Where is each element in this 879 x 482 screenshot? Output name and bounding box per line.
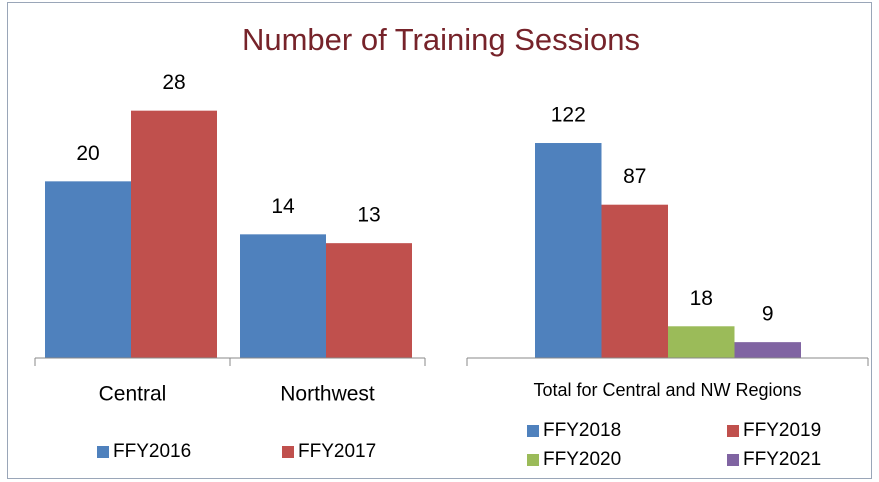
legend-swatch — [97, 446, 109, 458]
bar — [601, 204, 668, 358]
data-label: 13 — [357, 204, 380, 227]
bar — [326, 243, 412, 358]
legend-label: FFY2016 — [113, 441, 191, 462]
data-label: 122 — [551, 104, 586, 127]
legend-label: FFY2018 — [543, 420, 621, 441]
legend-swatch — [727, 454, 739, 466]
bar — [668, 326, 735, 358]
legend-label: FFY2019 — [743, 420, 821, 441]
legend-swatch — [527, 425, 539, 437]
legend-swatch — [727, 425, 739, 437]
bar — [535, 143, 602, 358]
frame — [7, 2, 872, 479]
x-tick-label: Central — [99, 383, 167, 406]
chart-title: Number of Training Sessions — [242, 22, 640, 57]
data-label: 87 — [623, 165, 646, 188]
x-tick-label: Total for Central and NW Regions — [533, 380, 801, 400]
bar — [734, 342, 801, 358]
x-tick-label: Northwest — [280, 383, 375, 406]
bar — [240, 234, 326, 358]
data-label: 14 — [271, 195, 295, 218]
data-label: 20 — [76, 142, 99, 165]
legend-swatch — [527, 454, 539, 466]
legend-label: FFY2017 — [298, 441, 376, 462]
bar — [45, 181, 131, 358]
bar — [131, 110, 217, 359]
legend-swatch — [282, 446, 294, 458]
legend-label: FFY2020 — [543, 449, 621, 470]
legend-label: FFY2021 — [743, 449, 821, 470]
data-label: 28 — [162, 71, 185, 94]
data-label: 9 — [762, 303, 774, 326]
data-label: 18 — [690, 287, 713, 310]
